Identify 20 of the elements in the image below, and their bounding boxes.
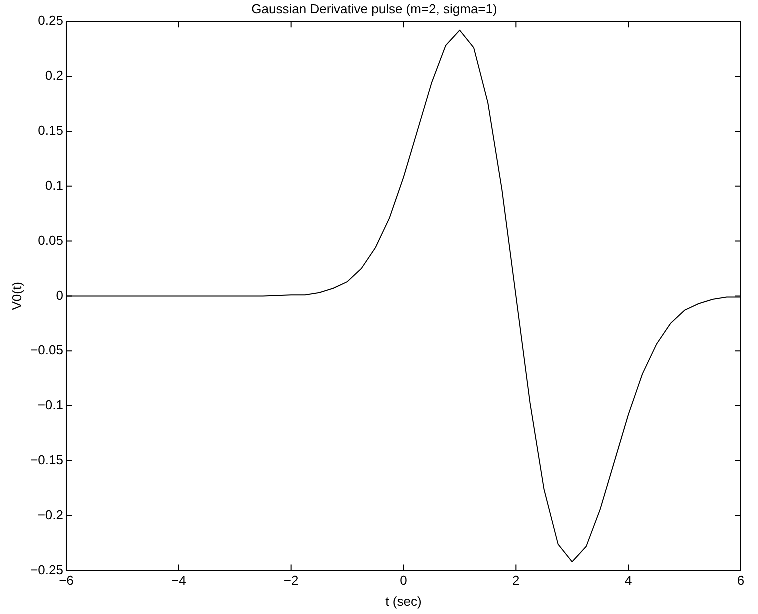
x-tick-label: 0 xyxy=(400,573,408,588)
y-tick-label: −0.1 xyxy=(38,398,64,413)
x-tick-label: 2 xyxy=(512,573,520,588)
y-tick-label: 0 xyxy=(56,288,64,303)
y-axis-title: V0(t) xyxy=(9,282,24,310)
y-tick-label: −0.25 xyxy=(30,562,64,578)
y-tick-label: 0.25 xyxy=(38,13,64,28)
y-tick-label: −0.2 xyxy=(38,507,64,522)
x-tick-label: 6 xyxy=(737,573,745,588)
y-tick-label: 0.2 xyxy=(45,68,64,84)
x-axis-title: t (sec) xyxy=(386,594,422,609)
y-tick-label: −0.15 xyxy=(30,452,64,468)
chart-title: Gaussian Derivative pulse (m=2, sigma=1) xyxy=(252,1,498,16)
y-tick-label: 0.1 xyxy=(45,178,64,193)
x-tick-label: 4 xyxy=(624,573,632,588)
y-tick-label: −0.05 xyxy=(30,342,64,358)
x-tick-label: −4 xyxy=(171,573,186,588)
y-tick-label: 0.05 xyxy=(38,232,64,248)
x-tick-label: −2 xyxy=(284,573,299,588)
y-tick-label: 0.15 xyxy=(38,123,64,138)
